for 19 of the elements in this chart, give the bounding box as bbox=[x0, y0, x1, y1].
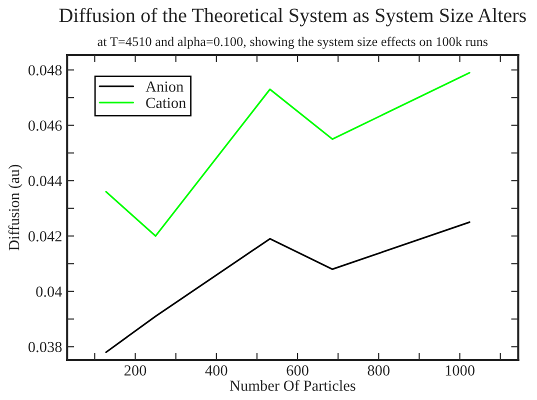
x-tick-label: 1000 bbox=[446, 365, 474, 376]
y-tick-label: 0.042 bbox=[28, 231, 62, 242]
line-series bbox=[105, 221, 470, 354]
y-tick-label: 0.048 bbox=[28, 65, 62, 76]
x-tick-label: 600 bbox=[286, 365, 308, 376]
x-tick-label: 200 bbox=[124, 365, 146, 376]
chart-subtitle: at T=4510 and alpha=0.100, showing the system size effects on 100k runs bbox=[98, 36, 488, 49]
y-tick-label: 0.046 bbox=[28, 120, 62, 131]
x-tick-label: 400 bbox=[205, 365, 228, 376]
y-tick-label: 0.038 bbox=[28, 342, 62, 352]
x-axis-title: Number Of Particles bbox=[230, 380, 356, 391]
y-axis-title: Diffusion (au) bbox=[8, 164, 22, 250]
legend-label: Cation bbox=[146, 98, 186, 108]
line-series bbox=[105, 72, 470, 237]
x-tick-label: 800 bbox=[368, 365, 390, 376]
y-tick-label: 0.044 bbox=[28, 176, 62, 186]
legend-label: Anion bbox=[146, 82, 184, 92]
y-tick-label: 0.04 bbox=[36, 286, 62, 297]
chart-title: Diffusion of the Theoretical System as System Size Alters bbox=[59, 8, 526, 26]
